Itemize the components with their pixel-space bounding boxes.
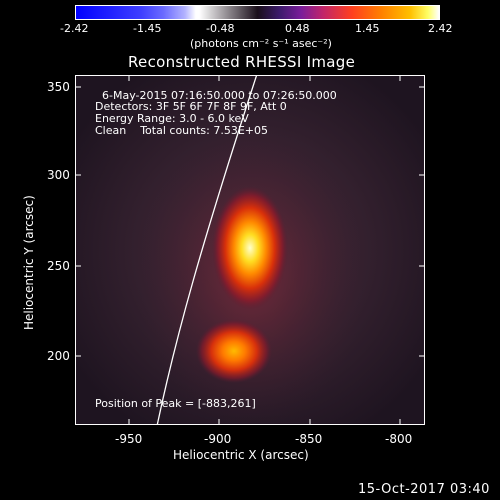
colorbar-tick: 2.42 xyxy=(428,22,453,35)
x-tick-label: -900 xyxy=(204,432,232,446)
secondary-source xyxy=(196,319,272,383)
colorbar xyxy=(75,5,440,20)
image-title: Reconstructed RHESSI Image xyxy=(128,53,356,71)
timestamp: 15-Oct-2017 03:40 xyxy=(358,482,490,497)
y-tick-label: 250 xyxy=(47,259,70,273)
clean-counts: Clean Total counts: 7.53E+05 xyxy=(95,124,269,137)
solar-limb xyxy=(156,76,258,424)
y-tick-label: 350 xyxy=(47,80,70,94)
y-tick-label: 200 xyxy=(47,349,70,363)
rhessi-image-svg xyxy=(76,76,424,424)
x-tick-label: -800 xyxy=(385,432,413,446)
colorbar-tick: -2.42 xyxy=(60,22,89,35)
x-axis-label: Heliocentric X (arcsec) xyxy=(173,448,309,462)
x-tick-label: -950 xyxy=(115,432,143,446)
rhessi-image xyxy=(75,75,425,425)
colorbar-tick: -1.45 xyxy=(133,22,162,35)
colorbar-units: (photons cm⁻² s⁻¹ asec⁻²) xyxy=(190,37,332,50)
colorbar-tick: 1.45 xyxy=(355,22,380,35)
peak-position: Position of Peak = [-883,261] xyxy=(95,397,256,410)
time-range: 6-May-2015 07:16:50.000 to 07:26:50.000 xyxy=(102,89,337,102)
y-tick-label: 300 xyxy=(47,168,70,182)
colorbar-tick: -0.48 xyxy=(206,22,235,35)
x-tick-label: -850 xyxy=(295,432,323,446)
energy-range: Energy Range: 3.0 - 6.0 keV xyxy=(95,112,249,125)
colorbar-tick: 0.48 xyxy=(285,22,310,35)
primary-source xyxy=(212,186,288,310)
detectors: Detectors: 3F 5F 6F 7F 8F 9F, Att 0 xyxy=(95,100,287,113)
